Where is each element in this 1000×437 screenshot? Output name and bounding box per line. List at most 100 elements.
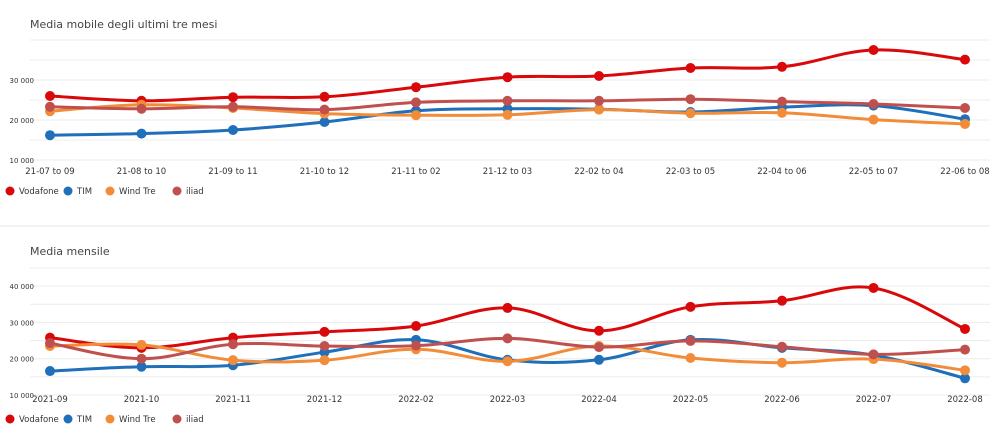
y-tick-label: 20 000 <box>10 117 35 125</box>
data-point-vodafone[interactable] <box>502 302 513 313</box>
data-point-vodafone[interactable] <box>319 326 330 337</box>
data-point-tim[interactable] <box>594 354 604 365</box>
data-point-wind-tre[interactable] <box>502 109 513 120</box>
data-point-iliad[interactable] <box>594 95 604 106</box>
data-point-tim[interactable] <box>45 130 55 141</box>
data-point-vodafone[interactable] <box>868 282 879 293</box>
data-point-iliad[interactable] <box>685 94 696 105</box>
y-tick-label: 20 000 <box>10 356 35 364</box>
legend-item-tim[interactable]: TIM <box>63 414 93 426</box>
data-point-iliad[interactable] <box>228 339 238 350</box>
data-point-iliad[interactable] <box>777 341 787 352</box>
data-point-iliad[interactable] <box>319 104 330 115</box>
data-point-vodafone[interactable] <box>960 54 970 65</box>
legend-item-iliad[interactable]: iliad <box>172 414 204 426</box>
legend-label: TIM <box>76 187 92 197</box>
x-tick-label: 2022-04 <box>581 395 617 405</box>
x-tick-label: 2022-03 <box>490 395 526 405</box>
data-point-vodafone[interactable] <box>777 295 787 306</box>
legend-marker <box>5 186 15 196</box>
data-point-vodafone[interactable] <box>868 45 879 55</box>
data-point-tim[interactable] <box>319 117 330 127</box>
x-tick-label: 2022-02 <box>398 395 434 405</box>
data-point-vodafone[interactable] <box>45 91 55 101</box>
data-point-iliad[interactable] <box>960 103 970 113</box>
legend-marker <box>63 414 73 424</box>
data-point-wind-tre[interactable] <box>777 357 787 368</box>
data-point-iliad[interactable] <box>411 340 421 351</box>
x-tick-label: 2021-11 <box>215 395 251 405</box>
data-point-iliad[interactable] <box>136 353 147 364</box>
data-point-iliad[interactable] <box>960 344 970 355</box>
legend-marker <box>5 414 15 424</box>
chart-title: Media mobile degli ultimi tre mesi <box>30 18 217 31</box>
data-point-wind-tre[interactable] <box>594 104 604 115</box>
data-point-wind-tre[interactable] <box>502 356 513 367</box>
x-tick-label: 2021-09 <box>32 395 68 405</box>
legend-marker <box>172 186 182 196</box>
x-tick-label: 2022-08 <box>947 395 983 405</box>
data-point-vodafone[interactable] <box>502 72 513 83</box>
data-point-vodafone[interactable] <box>594 325 604 336</box>
x-tick-label: 2022-07 <box>856 395 892 405</box>
x-tick-label: 2022-06 <box>764 395 800 405</box>
data-point-tim[interactable] <box>136 128 147 139</box>
data-point-iliad[interactable] <box>502 333 513 344</box>
data-point-iliad[interactable] <box>319 341 330 352</box>
data-point-wind-tre[interactable] <box>319 355 330 366</box>
data-point-iliad[interactable] <box>411 97 421 108</box>
data-point-tim[interactable] <box>136 361 147 372</box>
data-point-vodafone[interactable] <box>411 82 421 93</box>
data-point-iliad[interactable] <box>45 101 55 112</box>
legend-label: Vodafone <box>19 415 59 425</box>
data-point-wind-tre[interactable] <box>685 108 696 119</box>
legend-marker <box>105 186 115 196</box>
x-tick-label: 21-12 to 03 <box>483 167 532 177</box>
data-point-wind-tre[interactable] <box>685 352 696 363</box>
data-point-vodafone[interactable] <box>960 323 970 334</box>
data-point-vodafone[interactable] <box>319 91 330 102</box>
legend-item-vodafone[interactable]: Vodafone <box>5 186 59 198</box>
data-point-iliad[interactable] <box>777 96 787 107</box>
legend-item-wind-tre[interactable]: Wind Tre <box>105 186 156 198</box>
data-point-tim[interactable] <box>45 366 55 377</box>
data-point-wind-tre[interactable] <box>868 114 879 125</box>
data-point-tim[interactable] <box>960 373 970 384</box>
data-point-vodafone[interactable] <box>777 61 787 72</box>
data-point-iliad[interactable] <box>228 101 238 112</box>
data-point-wind-tre[interactable] <box>411 110 421 121</box>
data-point-vodafone[interactable] <box>411 321 421 332</box>
data-point-iliad[interactable] <box>502 95 513 106</box>
legend-item-iliad[interactable]: iliad <box>172 186 204 198</box>
data-point-vodafone[interactable] <box>228 92 238 103</box>
data-point-iliad[interactable] <box>136 103 147 114</box>
data-point-iliad[interactable] <box>685 335 696 346</box>
data-point-iliad[interactable] <box>594 342 604 353</box>
legend-marker <box>172 414 182 424</box>
legend-item-vodafone[interactable]: Vodafone <box>5 414 59 426</box>
legend-label: Vodafone <box>19 187 59 197</box>
legend-marker <box>105 414 115 424</box>
data-point-wind-tre[interactable] <box>960 365 970 376</box>
data-point-tim[interactable] <box>228 125 238 135</box>
x-tick-label: 21-09 to 11 <box>208 167 257 177</box>
data-point-iliad[interactable] <box>45 338 55 349</box>
y-tick-label: 10 000 <box>10 157 35 165</box>
data-point-vodafone[interactable] <box>594 71 604 81</box>
data-point-vodafone[interactable] <box>685 301 696 312</box>
legend-label: Wind Tre <box>119 187 156 197</box>
data-point-wind-tre[interactable] <box>777 107 787 118</box>
data-point-iliad[interactable] <box>868 349 879 360</box>
x-tick-label: 21-07 to 09 <box>25 167 74 177</box>
legend-item-wind-tre[interactable]: Wind Tre <box>105 414 156 426</box>
data-point-wind-tre[interactable] <box>136 339 147 350</box>
data-point-iliad[interactable] <box>868 99 879 109</box>
data-point-vodafone[interactable] <box>685 63 696 73</box>
data-point-wind-tre[interactable] <box>960 119 970 129</box>
y-tick-label: 40 000 <box>10 283 35 291</box>
legend-label: iliad <box>186 415 204 425</box>
data-point-wind-tre[interactable] <box>228 355 238 366</box>
legend-item-tim[interactable]: TIM <box>63 186 93 198</box>
x-tick-label: 21-08 to 10 <box>117 167 166 177</box>
